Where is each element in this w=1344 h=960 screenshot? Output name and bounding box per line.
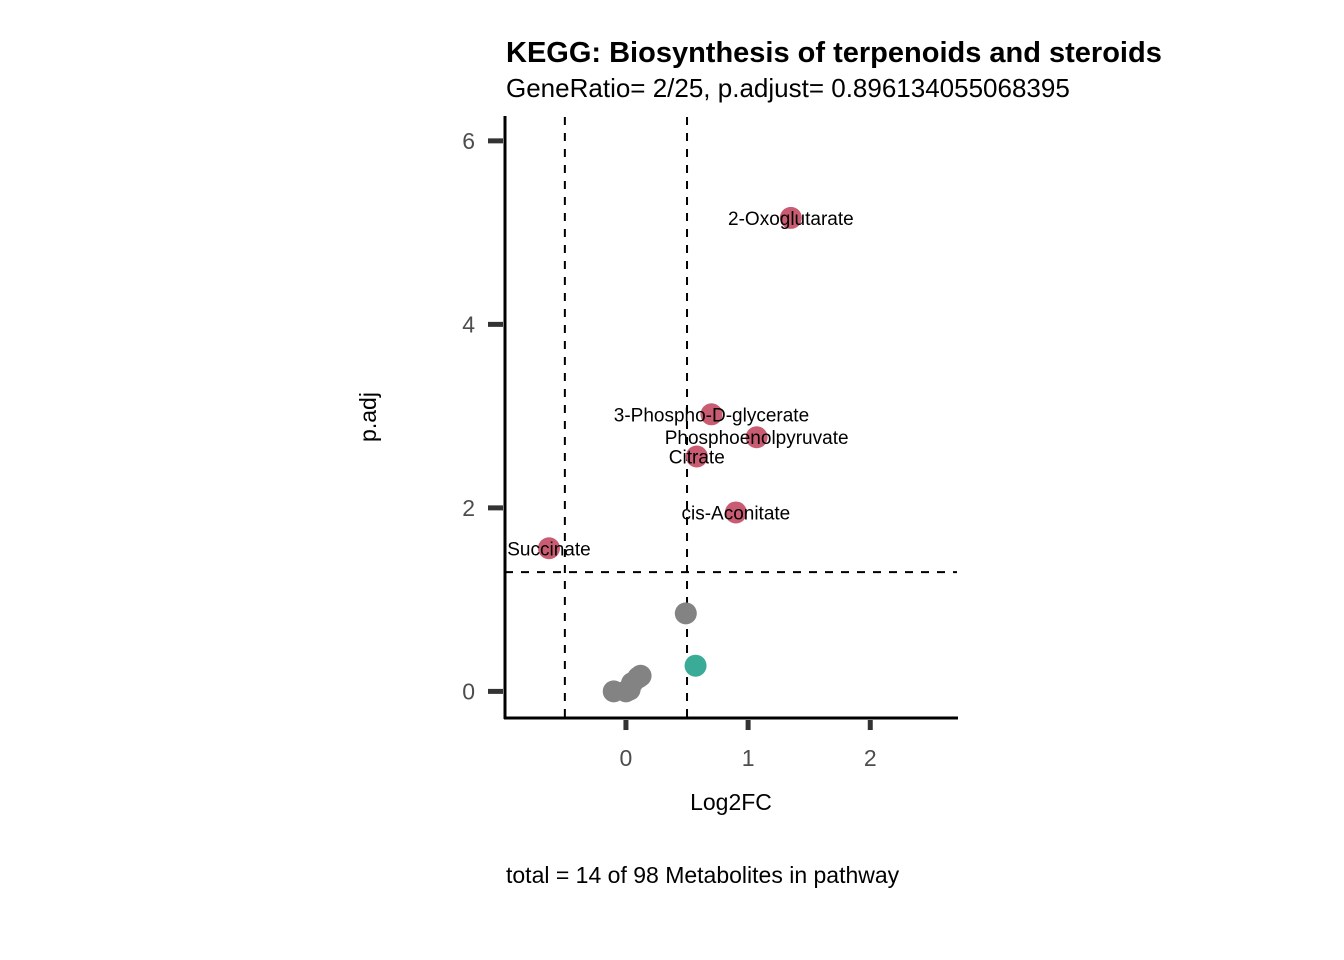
data-point-5 [537,537,560,560]
data-point-4 [724,501,747,524]
y-tick-label-3: 6 [462,128,475,154]
y-axis-title: p.adj [355,392,381,442]
data-point-7 [684,654,707,677]
x-axis-title: Log2FC [690,789,772,815]
data-point-1 [700,403,723,426]
y-tick-label-0: 0 [462,678,475,704]
point-label-0: 2-Oxoglutarate [728,209,854,230]
x-tick-label-2: 2 [864,745,877,771]
point-label-2: Phosphoenolpyruvate [665,428,849,449]
data-point-0 [779,206,802,229]
data-point-13 [629,664,652,687]
x-tick-label-1: 1 [742,745,755,771]
point-label-4: cis-Aconitate [681,503,790,524]
x-tick-label-0: 0 [620,745,633,771]
data-point-6 [674,602,697,625]
chart-title: KEGG: Biosynthesis of terpenoids and ste… [506,37,1162,69]
y-tick-label-2: 4 [462,311,475,337]
data-points [537,206,802,703]
point-label-5: Succinate [507,539,590,560]
data-point-3 [685,445,708,468]
chart-subtitle: GeneRatio= 2/25, p.adjust= 0.89613405506… [506,73,1070,103]
point-label-1: 3-Phospho-D-glycerate [614,405,809,426]
y-tick-label-1: 2 [462,495,475,521]
y-axis-ticks: 0 2 4 6 [462,128,503,704]
point-label-3: Citrate [669,447,725,468]
x-axis-ticks: 0 1 2 [620,720,877,771]
point-labels: 2-Oxoglutarate 3-Phospho-D-glyceratePhosp… [507,209,853,560]
data-point-2 [745,426,768,449]
chart-caption: total = 14 of 98 Metabolites in pathway [506,862,900,888]
